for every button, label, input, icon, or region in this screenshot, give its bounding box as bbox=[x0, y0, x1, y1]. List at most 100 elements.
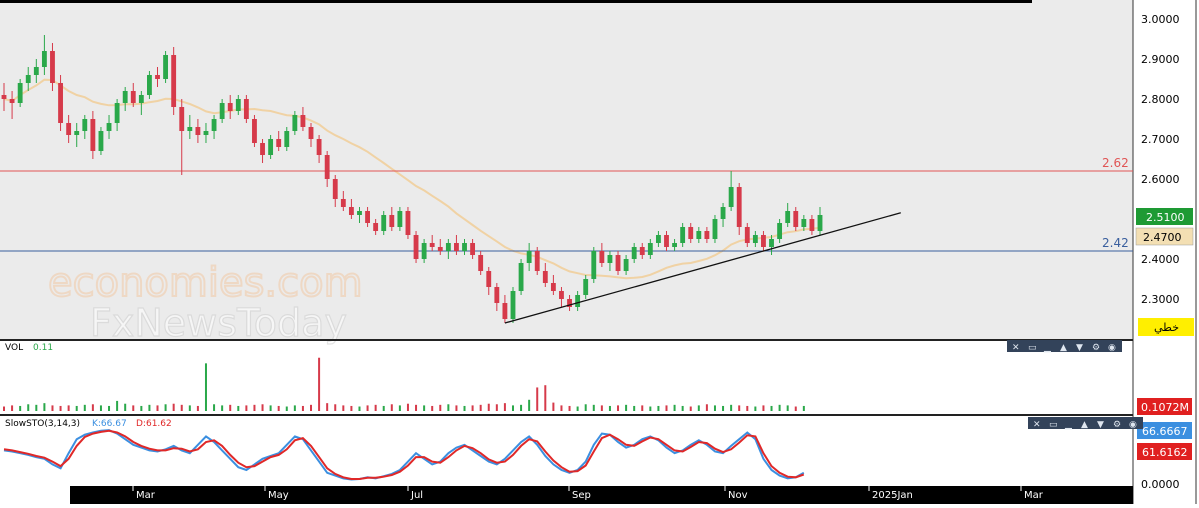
candle-body bbox=[138, 95, 144, 103]
volume-bar bbox=[778, 404, 781, 411]
volume-bar bbox=[156, 405, 159, 411]
candle-body bbox=[252, 119, 257, 143]
price-axis[interactable] bbox=[1133, 0, 1199, 504]
volume-bar bbox=[253, 404, 256, 411]
candle bbox=[268, 135, 274, 159]
volume-bar bbox=[536, 387, 539, 411]
volume-bar bbox=[681, 405, 684, 411]
y-tick-label: 2.9000 bbox=[1141, 53, 1180, 66]
volume-bar bbox=[520, 404, 523, 411]
candle bbox=[793, 207, 799, 231]
candle bbox=[243, 95, 249, 123]
candle-body bbox=[324, 155, 330, 179]
minimize-icon[interactable]: ▁ bbox=[1043, 343, 1052, 353]
volume-bar bbox=[697, 405, 700, 411]
move-down-icon[interactable]: ▼ bbox=[1097, 420, 1104, 430]
horizontal-line-label: 2.42 bbox=[1102, 236, 1129, 250]
candle-body bbox=[696, 231, 702, 239]
x-tick-label: Sep bbox=[572, 490, 591, 501]
trendline[interactable] bbox=[504, 212, 901, 324]
candle bbox=[122, 87, 128, 111]
candle-body bbox=[728, 187, 734, 207]
candle-body bbox=[332, 179, 338, 199]
candle bbox=[324, 151, 330, 187]
properties-icon[interactable]: ◉ bbox=[1108, 343, 1116, 353]
volume-bar bbox=[423, 405, 426, 411]
candle-body bbox=[397, 211, 403, 227]
candle-body bbox=[429, 243, 435, 247]
panel-divider-2[interactable] bbox=[0, 414, 1133, 416]
candle-body bbox=[211, 119, 217, 131]
volume-bar bbox=[188, 405, 191, 411]
candle-body bbox=[9, 99, 15, 103]
candle-body bbox=[389, 215, 395, 227]
candle-body bbox=[260, 143, 265, 155]
restore-icon[interactable]: ▭ bbox=[1049, 420, 1058, 430]
restore-icon[interactable]: ▭ bbox=[1028, 343, 1037, 353]
candle bbox=[429, 235, 435, 251]
volume-bar bbox=[738, 405, 741, 411]
candle-body bbox=[195, 127, 201, 135]
panel-divider-1[interactable] bbox=[0, 339, 1133, 341]
volume-bar bbox=[762, 405, 765, 411]
properties-icon[interactable]: ◉ bbox=[1129, 420, 1137, 430]
close-icon[interactable]: ✕ bbox=[1012, 343, 1020, 353]
candle-body bbox=[486, 271, 492, 287]
candle bbox=[397, 207, 403, 231]
volume-bar bbox=[35, 404, 38, 411]
candle bbox=[340, 191, 346, 211]
line-style-button[interactable] bbox=[1138, 318, 1194, 336]
candle-body bbox=[227, 103, 233, 111]
candle-body bbox=[542, 271, 548, 283]
candle-body bbox=[599, 251, 605, 263]
candle bbox=[348, 199, 354, 219]
volume-bar bbox=[204, 363, 207, 411]
main-plot-area[interactable] bbox=[0, 0, 1133, 339]
y-tick-label: 2.8000 bbox=[1141, 93, 1180, 106]
move-up-icon[interactable]: ▲ bbox=[1081, 420, 1088, 430]
minimize-icon[interactable]: ▁ bbox=[1064, 420, 1073, 430]
prev-price-label: 2.4700 bbox=[1143, 231, 1182, 244]
candle-body bbox=[66, 123, 72, 135]
candle-body bbox=[575, 295, 581, 307]
volume-bar bbox=[600, 405, 603, 411]
candle bbox=[478, 251, 484, 275]
volume-bar bbox=[633, 405, 636, 411]
candle-body bbox=[365, 211, 370, 223]
candle-body bbox=[785, 211, 791, 223]
volume-bar bbox=[301, 405, 304, 411]
settings-icon[interactable]: ⚙ bbox=[1113, 420, 1121, 430]
volume-bar bbox=[608, 405, 611, 411]
sto-panel-controls: ✕ ▭ ▁ ▲ ▼ ⚙ ◉ bbox=[1028, 417, 1143, 430]
volume-bar bbox=[415, 404, 418, 411]
candle-body bbox=[793, 211, 799, 227]
candle bbox=[607, 251, 613, 271]
close-icon[interactable]: ✕ bbox=[1033, 420, 1041, 430]
candle bbox=[631, 243, 637, 263]
volume-bar bbox=[665, 405, 668, 411]
candle-body bbox=[187, 127, 193, 131]
candle bbox=[445, 239, 451, 259]
volume-bar bbox=[544, 385, 547, 411]
move-down-icon[interactable]: ▼ bbox=[1076, 343, 1083, 353]
settings-icon[interactable]: ⚙ bbox=[1092, 343, 1100, 353]
candle-body bbox=[470, 243, 476, 255]
candle-body bbox=[534, 251, 540, 271]
volume-bar bbox=[180, 404, 183, 411]
vol-label: VOL bbox=[5, 343, 23, 353]
candle bbox=[41, 35, 47, 75]
volume-bar bbox=[277, 405, 280, 411]
volume-bar bbox=[366, 405, 369, 411]
volume-bar bbox=[471, 405, 474, 411]
move-up-icon[interactable]: ▲ bbox=[1060, 343, 1067, 353]
candle bbox=[163, 51, 169, 83]
candle bbox=[9, 91, 15, 119]
volume-bar bbox=[657, 405, 660, 411]
candle bbox=[33, 59, 39, 83]
time-axis[interactable] bbox=[70, 486, 1133, 504]
watermark-fxnewstoday: FxNewsToday bbox=[90, 301, 347, 345]
candle-body bbox=[437, 247, 443, 251]
candle bbox=[639, 243, 645, 259]
vol-value: 0.11 bbox=[33, 343, 53, 353]
